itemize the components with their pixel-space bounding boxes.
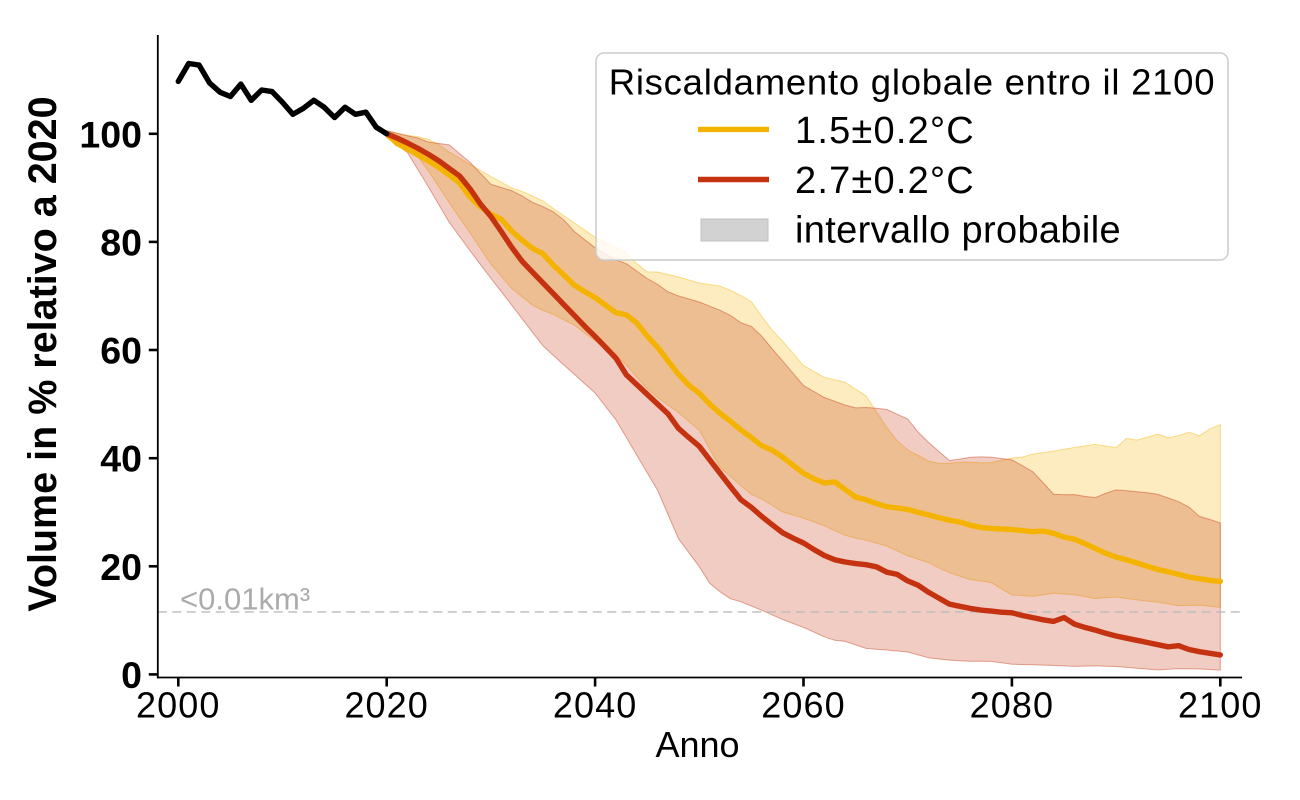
svg-text:Volume in % relativo a 2020: Volume in % relativo a 2020 bbox=[21, 96, 65, 611]
svg-text:intervallo probabile: intervallo probabile bbox=[795, 210, 1121, 252]
svg-text:20: 20 bbox=[100, 546, 142, 588]
svg-text:Riscaldamento globale entro il: Riscaldamento globale entro il 2100 bbox=[609, 62, 1216, 103]
svg-text:2.7±0.2°C: 2.7±0.2°C bbox=[795, 160, 975, 202]
svg-text:2080: 2080 bbox=[970, 685, 1055, 726]
svg-text:2060: 2060 bbox=[761, 685, 846, 726]
svg-text:2100: 2100 bbox=[1178, 685, 1263, 726]
svg-text:0: 0 bbox=[121, 654, 142, 696]
svg-text:Anno: Anno bbox=[655, 724, 739, 765]
svg-text:<0.01km³: <0.01km³ bbox=[180, 582, 310, 617]
svg-text:2020: 2020 bbox=[344, 685, 429, 726]
svg-text:2040: 2040 bbox=[553, 685, 638, 726]
svg-text:2000: 2000 bbox=[136, 685, 221, 726]
svg-text:1.5±0.2°C: 1.5±0.2°C bbox=[795, 110, 975, 152]
svg-text:40: 40 bbox=[100, 438, 142, 480]
svg-text:100: 100 bbox=[79, 113, 142, 155]
svg-text:60: 60 bbox=[100, 330, 142, 372]
svg-text:80: 80 bbox=[100, 221, 142, 263]
